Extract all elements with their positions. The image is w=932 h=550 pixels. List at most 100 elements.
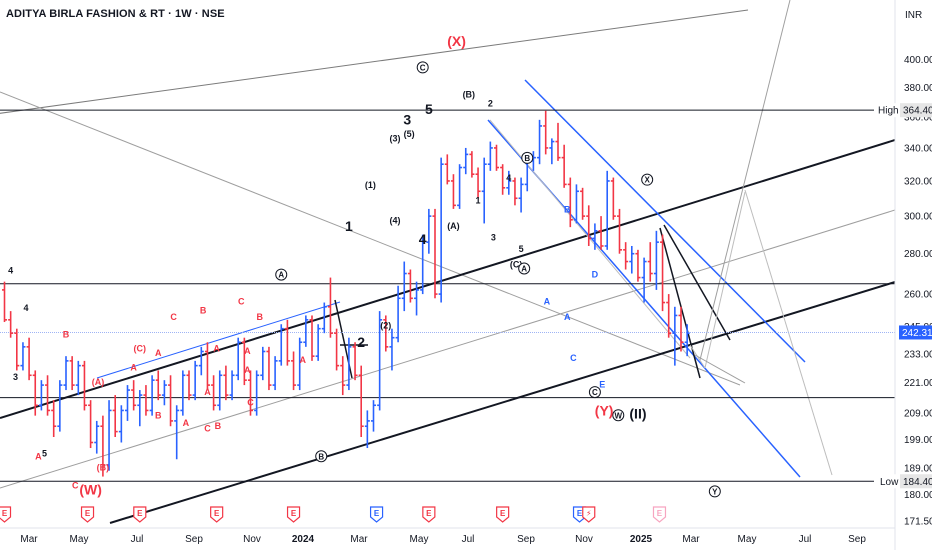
candle (38, 380, 44, 411)
candle (198, 346, 204, 376)
trendline-11 (699, 0, 791, 361)
candle (623, 242, 629, 270)
wave-circle (315, 450, 328, 463)
wave-label: E (599, 380, 605, 390)
candle (666, 294, 672, 338)
candle (457, 164, 463, 209)
candle (309, 315, 315, 361)
y-tick-label: 171.50 (904, 516, 932, 527)
candle (155, 370, 161, 401)
candle (463, 147, 469, 175)
candle (272, 356, 278, 391)
candle (438, 157, 444, 303)
wave-label: (Y) (595, 403, 614, 419)
currency-label: INR (905, 10, 922, 21)
earnings-icon: E (0, 506, 12, 523)
wave-label: (5) (404, 129, 415, 139)
candle (647, 242, 653, 282)
candle (395, 285, 401, 343)
svg-text:E: E (500, 509, 506, 518)
svg-text:E: E (657, 509, 663, 518)
candle (610, 177, 616, 220)
trendline-4 (0, 209, 895, 489)
candle (303, 315, 309, 347)
candle (469, 151, 475, 178)
x-tick-label: May (738, 534, 757, 545)
y-tick-label: 180.00 (904, 490, 932, 501)
y-tick-label: 320.00 (904, 176, 932, 187)
candle (14, 328, 20, 371)
candle (278, 324, 284, 366)
candle (69, 356, 75, 391)
candle (137, 390, 143, 427)
wave-label: 4 (24, 303, 29, 313)
y-tick-label: 189.00 (904, 463, 932, 474)
candle (494, 144, 499, 171)
candle (414, 281, 420, 316)
candle (260, 346, 266, 381)
y-tick-label: 260.00 (904, 290, 932, 301)
candle (500, 164, 506, 195)
wave-label: A (183, 418, 190, 428)
wave-label: 4 (506, 173, 511, 183)
candle (297, 337, 303, 391)
wave-label: B (524, 154, 530, 163)
high-value-bg (900, 103, 932, 118)
x-tick-label: May (410, 534, 429, 545)
x-tick-label: 2025 (630, 534, 653, 545)
candle (635, 249, 641, 282)
candle (543, 110, 549, 155)
candle (2, 281, 7, 323)
x-tick-label: Sep (185, 534, 203, 545)
x-tick-label: Mar (350, 534, 368, 545)
wave-label: Y (712, 487, 718, 496)
candle (8, 311, 14, 338)
wave-label: A (213, 343, 220, 353)
candle (346, 337, 352, 391)
trendline-5 (96, 301, 341, 379)
x-tick-label: Nov (243, 534, 261, 545)
y-tick-label: 380.00 (904, 83, 932, 94)
candle (20, 342, 26, 371)
wave-label: A (244, 346, 251, 356)
wave-circle (708, 485, 721, 498)
candle (235, 337, 241, 381)
trendline-13 (704, 191, 746, 369)
wave-label: B (256, 312, 263, 322)
candle (51, 400, 57, 438)
wave-label: D (592, 270, 599, 280)
wave-label: W (614, 411, 622, 420)
x-tick-label: Nov (575, 534, 593, 545)
candle (420, 234, 426, 295)
wave-label: C (592, 388, 598, 397)
trendline-3 (109, 281, 895, 524)
wave-label: C (72, 480, 79, 490)
wave-label: 2 (357, 334, 365, 350)
wave-label: (A) (447, 221, 460, 231)
candle (334, 328, 340, 371)
wave-circle (588, 386, 601, 399)
candle (149, 375, 155, 416)
candle (432, 208, 438, 299)
earnings-icon: E (133, 506, 147, 523)
candle (327, 277, 333, 338)
candle (204, 342, 210, 391)
wave-label: 4 (419, 231, 427, 247)
x-tick-label: Mar (682, 534, 700, 545)
wave-label: B (215, 421, 222, 431)
wave-label: 2 (488, 98, 493, 108)
svg-text:E: E (214, 509, 220, 518)
y-tick-label: 360.00 (904, 112, 932, 123)
trendline-10 (659, 227, 701, 379)
candle (604, 170, 610, 250)
candle (180, 370, 186, 416)
y-tick-label: 221.00 (904, 378, 932, 389)
candle (174, 405, 180, 460)
wave-label: C (570, 353, 577, 363)
candle (371, 400, 376, 432)
svg-text:E: E (291, 509, 297, 518)
wave-label: (4) (390, 215, 401, 225)
candle (450, 174, 456, 209)
candle (143, 385, 149, 416)
